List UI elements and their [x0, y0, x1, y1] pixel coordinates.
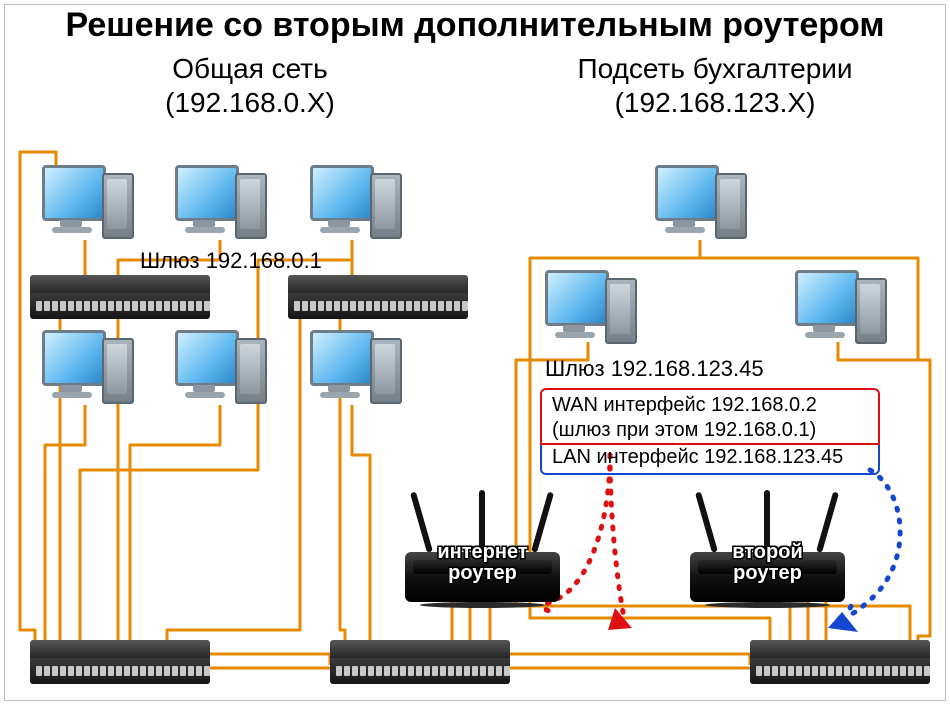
pc-right-1: [655, 165, 745, 243]
pc-left-bot-3: [310, 330, 400, 408]
switch-bottom-1: [30, 640, 210, 686]
switch-bottom-3: [750, 640, 930, 686]
left-subnet-label: Общая сеть(192.168.0.X): [70, 52, 430, 119]
switch-bottom-2: [330, 640, 510, 686]
gateway-left-label: Шлюз 192.168.0.1: [140, 248, 322, 274]
switch-top-left: [30, 275, 210, 321]
wan-line2: (шлюз при этом 192.168.0.1): [552, 418, 868, 443]
interface-info-box: WAN интерфейс 192.168.0.2 (шлюз при этом…: [540, 388, 880, 475]
right-subnet-label: Подсеть бухгалтерии(192.168.123.X): [500, 52, 930, 119]
pc-left-top-1: [42, 165, 132, 243]
pc-left-top-2: [175, 165, 265, 243]
diagram-title: Решение со вторым дополнительным роутеро…: [0, 6, 950, 45]
pc-left-top-3: [310, 165, 400, 243]
router-internet: [405, 490, 560, 610]
pc-left-bot-2: [175, 330, 265, 408]
switch-top-right: [288, 275, 468, 321]
gateway-right-label: Шлюз 192.168.123.45: [545, 356, 764, 382]
lan-box: LAN интерфейс 192.168.123.45: [540, 445, 880, 475]
lan-line: LAN интерфейс 192.168.123.45: [552, 445, 868, 470]
pc-right-2: [545, 270, 635, 348]
wan-line1: WAN интерфейс 192.168.0.2: [552, 393, 868, 418]
pc-right-3: [795, 270, 885, 348]
pc-left-bot-1: [42, 330, 132, 408]
wan-box: WAN интерфейс 192.168.0.2 (шлюз при этом…: [540, 388, 880, 445]
router-second: [690, 490, 845, 610]
